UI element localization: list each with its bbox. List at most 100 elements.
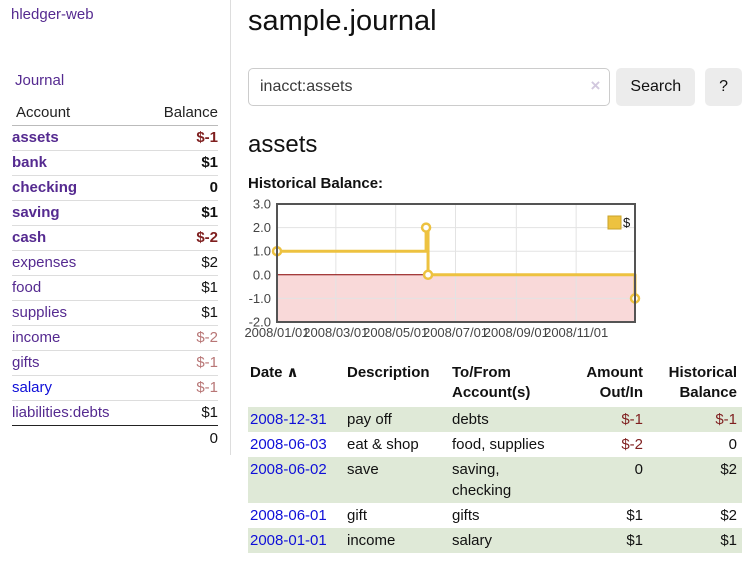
accounts-table: Account Balance assets $-1 bank $1 check… [12, 101, 218, 452]
search-help-button[interactable]: ? [705, 68, 742, 106]
register-row: 2008-06-02 save saving, checking 0 $2 [248, 457, 742, 503]
account-link-assets[interactable]: assets [12, 129, 59, 146]
account-link-checking[interactable]: checking [12, 179, 78, 196]
register-header-description: Description [347, 364, 430, 381]
transaction-date-link[interactable]: 2008-06-03 [250, 436, 327, 453]
account-row-gifts: gifts $-1 [12, 350, 218, 376]
transaction-date-link[interactable]: 2008-12-31 [250, 411, 327, 428]
app-title-link[interactable]: hledger-web [11, 6, 94, 23]
svg-text:-1.0: -1.0 [249, 291, 271, 306]
search-box: × [248, 68, 611, 106]
chart-title: Historical Balance: [248, 175, 384, 192]
svg-text:2008/03/01: 2008/03/01 [303, 325, 368, 340]
transaction-balance: $2 [720, 507, 737, 524]
sidebar-item-journal[interactable]: Journal [15, 72, 65, 89]
register-row: 2008-12-31 pay off debts $-1 $-1 [248, 407, 742, 432]
account-row-food: food $1 [12, 275, 218, 301]
transaction-balance: 0 [728, 436, 737, 453]
sort-ascending-icon: ∧ [286, 364, 299, 381]
register-header-row: Date ∧ Description To/From Account(s) Amou… [248, 361, 742, 407]
transaction-amount: $1 [626, 532, 643, 549]
transaction-description: eat & shop [347, 436, 419, 453]
account-balance-supplies: $1 [141, 300, 218, 326]
account-balance-cash: $-2 [141, 225, 218, 251]
account-link-cash[interactable]: cash [12, 229, 47, 246]
svg-text:3.0: 3.0 [253, 197, 271, 212]
register-header-amount: Amount Out/In [586, 364, 643, 401]
account-link-income[interactable]: income [12, 329, 61, 346]
register-row: 2008-06-01 gift gifts $1 $2 [248, 503, 742, 528]
transaction-description: gift [347, 507, 368, 524]
search-input[interactable] [248, 68, 611, 106]
register-row: 2008-06-03 eat & shop food, supplies $-2… [248, 432, 742, 457]
account-row-liabilities-debts: liabilities:debts $1 [12, 400, 218, 426]
svg-text:2.0: 2.0 [253, 220, 271, 235]
transaction-date-link[interactable]: 2008-06-02 [250, 461, 327, 478]
transaction-balance: $1 [720, 532, 737, 549]
search-button[interactable]: Search [616, 68, 696, 106]
transaction-amount: 0 [634, 461, 643, 478]
sidebar: hledger-web Journal Account Balance asse… [0, 0, 231, 455]
svg-text:2008/01/01: 2008/01/01 [244, 325, 309, 340]
search-form: × Search ? [248, 68, 742, 106]
transaction-accounts: debts [452, 411, 489, 428]
chart-canvas[interactable]: 3.0 2.0 1.0 0.0 -1.0 -2.02008/01/012008/03/01… [244, 197, 714, 343]
account-row-cash: cash $-2 [12, 225, 218, 251]
account-balance-expenses: $2 [141, 250, 218, 276]
register-table: Date ∧ Description To/From Account(s) Amou… [248, 361, 742, 553]
transaction-accounts: salary [452, 532, 493, 549]
accounts-total-row: 0 [12, 425, 218, 452]
account-link-liabilities-debts[interactable]: liabilities:debts [12, 404, 110, 421]
account-link-supplies[interactable]: supplies [12, 304, 68, 321]
transaction-amount: $1 [626, 507, 643, 524]
account-balance-income: $-2 [141, 325, 218, 351]
transaction-amount: $-2 [621, 436, 643, 453]
svg-text:2008/05/01: 2008/05/01 [363, 325, 428, 340]
account-balance-gifts: $-1 [141, 350, 218, 376]
transaction-description: income [347, 532, 396, 549]
svg-text:0.0: 0.0 [253, 267, 271, 282]
account-balance-food: $1 [141, 275, 218, 301]
legend-label: $ [623, 215, 631, 230]
account-balance-bank: $1 [141, 150, 218, 176]
svg-text:1.0: 1.0 [253, 244, 271, 259]
transaction-date-link[interactable]: 2008-01-01 [250, 532, 327, 549]
accounts-header-row: Account Balance [12, 101, 218, 126]
account-balance-salary: $-1 [141, 375, 218, 401]
account-link-gifts[interactable]: gifts [12, 354, 40, 371]
svg-text:2008/11/01: 2008/11/01 [544, 325, 608, 340]
account-link-saving[interactable]: saving [12, 204, 60, 221]
account-row-checking: checking 0 [12, 175, 218, 201]
account-link-food[interactable]: food [12, 279, 42, 296]
account-balance-assets: $-1 [196, 129, 218, 146]
accounts-header-account: Account [12, 101, 141, 126]
page-title: sample.journal [248, 5, 437, 37]
register-header-accounts: To/From Account(s) [452, 364, 531, 401]
transaction-date-link[interactable]: 2008-06-01 [250, 507, 327, 524]
transaction-accounts: gifts [452, 507, 480, 524]
chart-legend: $ [607, 215, 631, 230]
account-heading: assets [248, 131, 318, 158]
transaction-balance: $-1 [715, 411, 737, 428]
account-balance-checking: 0 [141, 175, 218, 201]
transaction-accounts: saving, checking [452, 461, 512, 499]
account-row-assets: assets $-1 [12, 126, 218, 151]
historical-balance-chart[interactable]: 3.0 2.0 1.0 0.0 -1.0 -2.0 2008/01/01 2008/03/01… [244, 197, 742, 345]
account-row-supplies: supplies $1 [12, 300, 218, 326]
account-row-income: income $-2 [12, 325, 218, 351]
account-balance-saving: $1 [141, 200, 218, 226]
register-header-date[interactable]: Date ∧ [250, 364, 299, 381]
svg-text:2008/07/01: 2008/07/01 [423, 325, 488, 340]
transaction-amount: $-1 [621, 411, 643, 428]
accounts-total-balance: 0 [141, 425, 218, 452]
account-link-expenses[interactable]: expenses [12, 254, 77, 271]
transaction-description: save [347, 461, 379, 478]
account-link-bank[interactable]: bank [12, 154, 48, 171]
account-link-salary[interactable]: salary [12, 379, 53, 396]
account-row-expenses: expenses $2 [12, 250, 218, 276]
svg-text:2008/09/01: 2008/09/01 [484, 325, 549, 340]
accounts-header-balance: Balance [141, 101, 218, 126]
clear-search-icon[interactable]: × [590, 76, 601, 95]
svg-text:-2.0: -2.0 [249, 315, 271, 330]
register-row: 2008-01-01 income salary $1 $1 [248, 528, 742, 553]
